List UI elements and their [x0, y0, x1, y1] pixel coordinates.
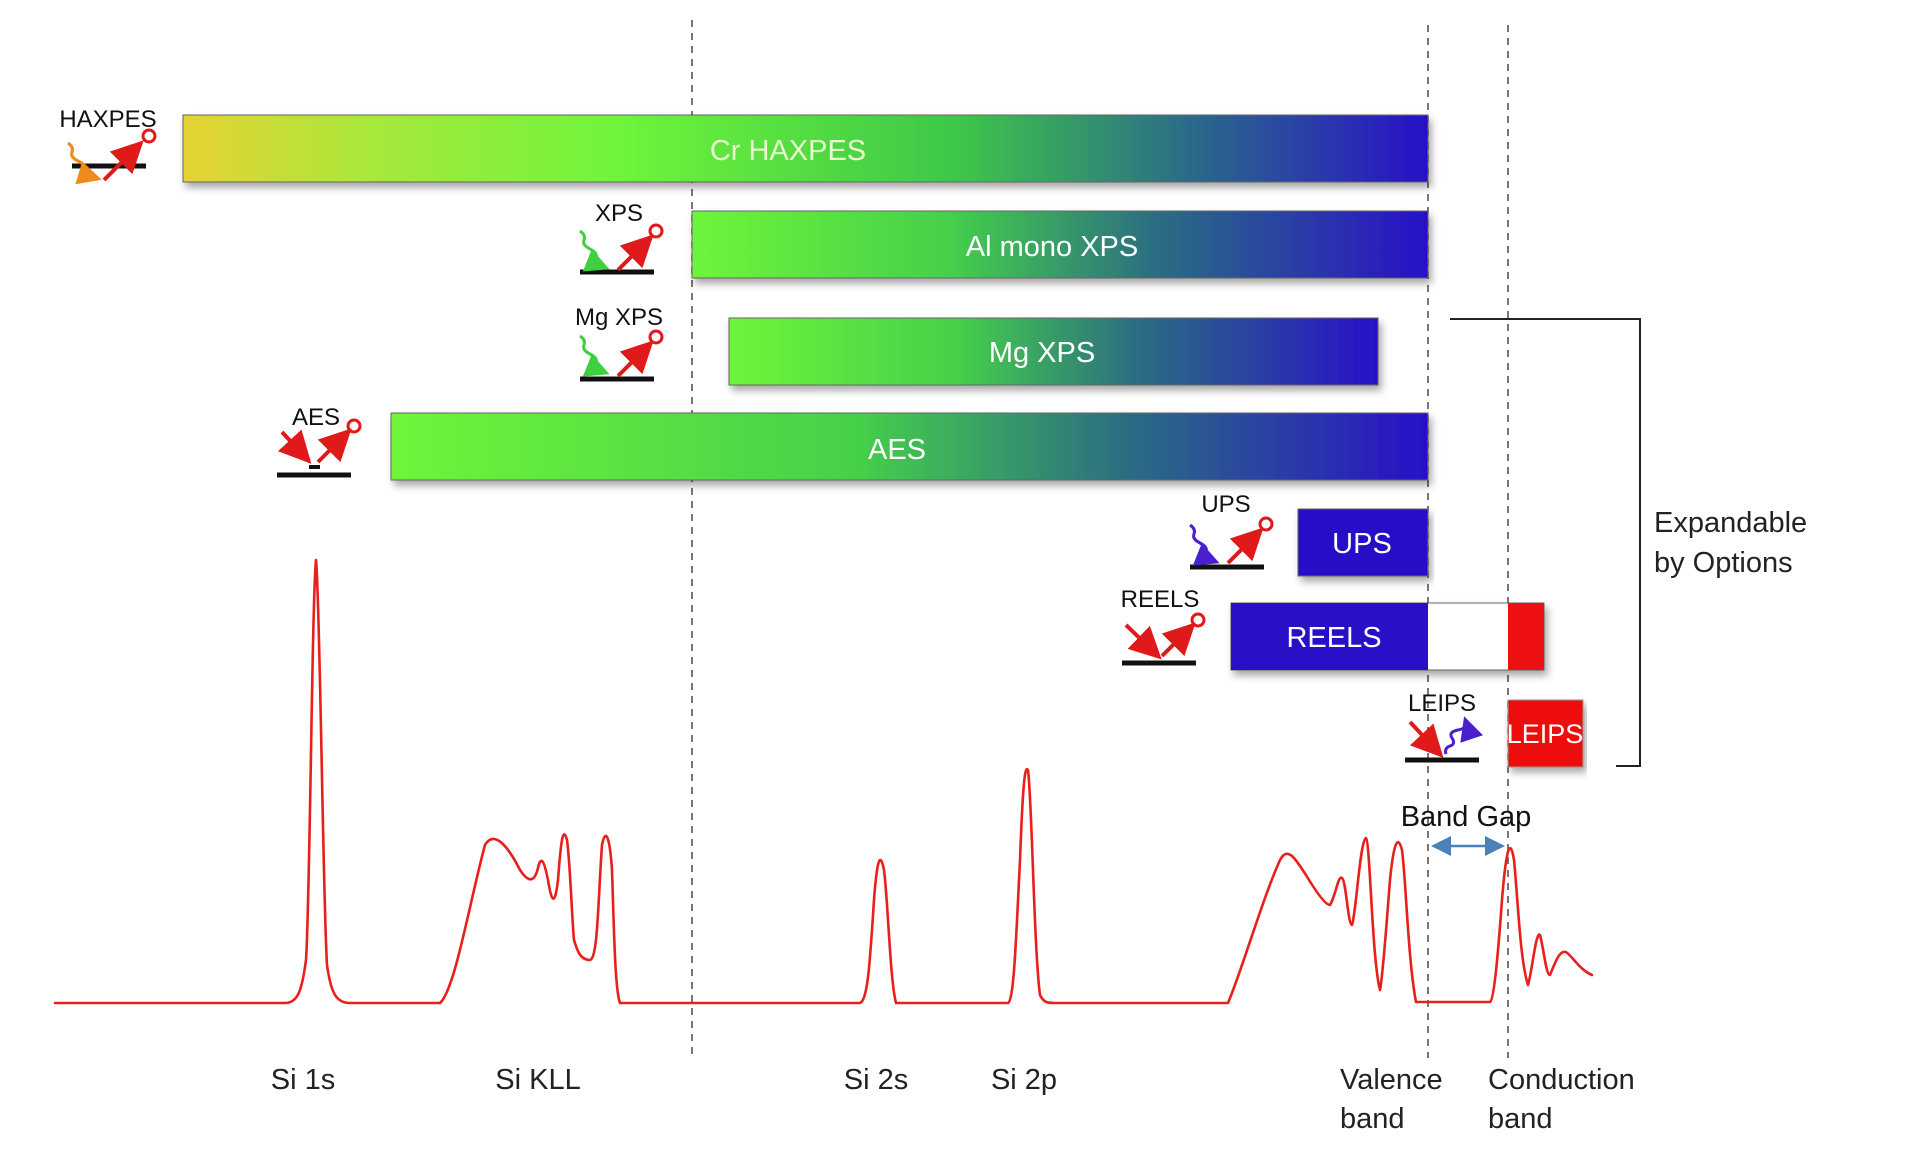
icon-label-aes: AES: [292, 404, 340, 431]
bar-leips: LEIPS: [1507, 699, 1584, 768]
peak-label-si-2p: Si 2p: [991, 1064, 1057, 1096]
peak-label-conduction-line-1: Conduction: [1488, 1064, 1635, 1096]
reels-icon: REELS: [1121, 586, 1206, 666]
aes-icon: AES: [277, 404, 362, 478]
ups-icon: UPS: [1189, 491, 1274, 570]
bar-mg-xps: Mg XPS: [728, 317, 1379, 386]
icon-label-leips: LEIPS: [1408, 690, 1476, 717]
options-label-line-1: Expandable: [1654, 507, 1807, 539]
band-gap-label: Band Gap: [1401, 801, 1532, 833]
peak-label-si-1s: Si 1s: [271, 1064, 335, 1096]
peak-label-valence-line-2: band: [1340, 1103, 1405, 1135]
bar-al-mono-xps: Al mono XPS: [691, 210, 1429, 279]
bar-label-leips: LEIPS: [1507, 719, 1584, 749]
xps-icon: XPS: [579, 200, 664, 275]
icon-label-ups: UPS: [1201, 491, 1250, 518]
bar-aes: AES: [390, 412, 1429, 481]
icon-label-xps: XPS: [595, 200, 643, 227]
bar-cr-haxpes: Cr HAXPES: [182, 114, 1429, 183]
icon-label-mg-xps: Mg XPS: [575, 304, 663, 331]
peak-label-conduction-line-2: band: [1488, 1103, 1553, 1135]
bar-ups: UPS: [1297, 508, 1429, 577]
options-bracket: [1450, 318, 1641, 767]
bar-label-al-mono-xps: Al mono XPS: [966, 231, 1138, 263]
spectrum-curve: [53, 558, 1594, 1005]
mg-xps-icon: Mg XPS: [575, 304, 664, 382]
bar-reels: REELS: [1230, 602, 1545, 671]
peak-label-si-kll: Si KLL: [495, 1064, 580, 1096]
options-label-line-2: by Options: [1654, 547, 1793, 579]
peak-label-valence-line-1: Valence: [1340, 1064, 1443, 1096]
bar-label-reels: REELS: [1286, 622, 1381, 654]
bar-label-cr-haxpes: Cr HAXPES: [710, 135, 866, 167]
peak-label-si-2s: Si 2s: [844, 1064, 908, 1096]
bar-label-ups: UPS: [1332, 528, 1392, 560]
bar-label-aes: AES: [868, 434, 926, 466]
haxpes-icon: HAXPES: [59, 106, 157, 185]
icon-label-haxpes: HAXPES: [59, 106, 156, 133]
bar-label-mg-xps: Mg XPS: [989, 337, 1095, 369]
leips-icon: LEIPS: [1405, 690, 1484, 763]
icon-label-reels: REELS: [1121, 586, 1200, 613]
